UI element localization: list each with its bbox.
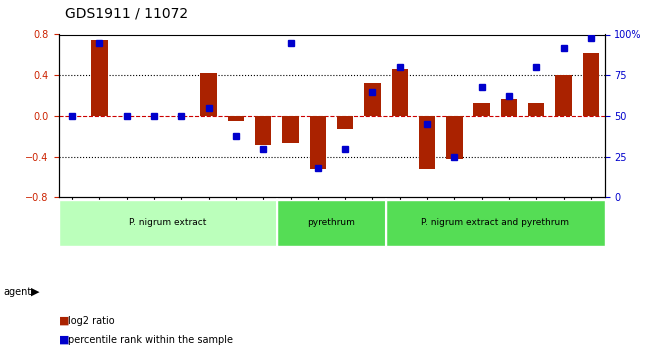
Text: ■: ■: [58, 335, 69, 345]
Text: P. nigrum extract and pyrethrum: P. nigrum extract and pyrethrum: [421, 218, 569, 227]
Bar: [200, 73, 217, 116]
FancyBboxPatch shape: [58, 200, 277, 246]
Bar: [364, 83, 381, 116]
Text: log2 ratio: log2 ratio: [68, 316, 115, 326]
Text: GDS1911 / 11072: GDS1911 / 11072: [65, 7, 188, 21]
Text: pyrethrum: pyrethrum: [307, 218, 356, 227]
Bar: [282, 116, 299, 144]
Bar: [500, 99, 517, 116]
Bar: [446, 116, 463, 159]
Bar: [528, 103, 545, 116]
Bar: [309, 116, 326, 169]
Bar: [255, 116, 272, 145]
Bar: [337, 116, 354, 129]
Text: percentile rank within the sample: percentile rank within the sample: [68, 335, 233, 345]
Bar: [582, 53, 599, 116]
Text: agent: agent: [3, 287, 31, 296]
Text: ■: ■: [58, 316, 69, 326]
Bar: [227, 116, 244, 121]
Bar: [391, 69, 408, 116]
FancyBboxPatch shape: [277, 200, 386, 246]
Text: ▶: ▶: [31, 287, 40, 296]
Bar: [419, 116, 436, 169]
Bar: [555, 75, 572, 116]
Bar: [473, 103, 490, 116]
Bar: [91, 40, 108, 116]
Text: P. nigrum extract: P. nigrum extract: [129, 218, 207, 227]
FancyBboxPatch shape: [386, 200, 604, 246]
